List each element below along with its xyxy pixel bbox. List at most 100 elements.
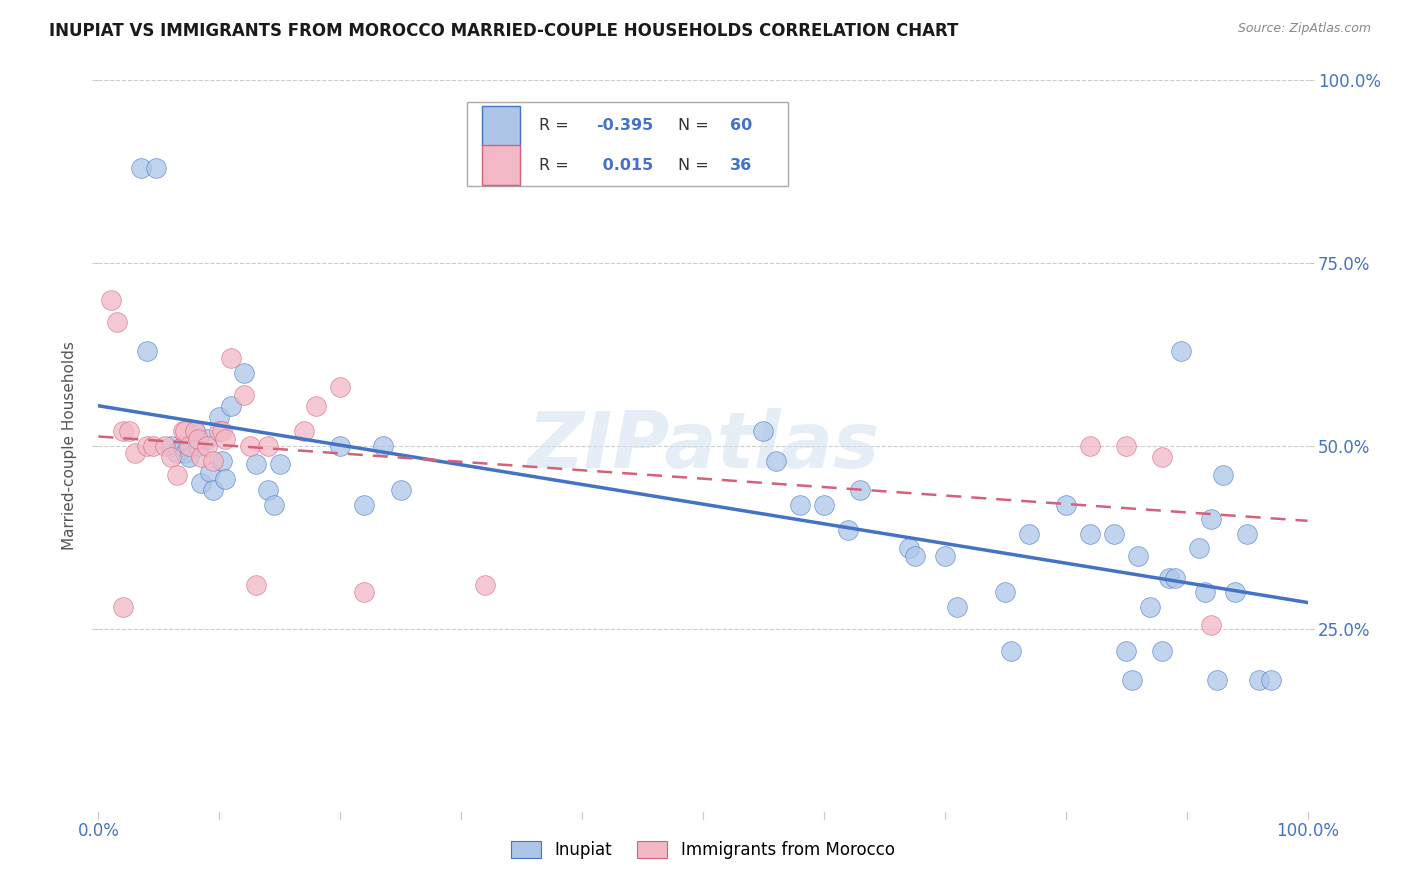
Point bbox=[1115, 644, 1137, 658]
Point bbox=[1199, 618, 1222, 632]
Point bbox=[1199, 512, 1222, 526]
Point bbox=[111, 599, 134, 614]
Point bbox=[837, 523, 859, 537]
Point bbox=[129, 161, 152, 175]
Point bbox=[353, 498, 375, 512]
Point bbox=[305, 399, 328, 413]
Text: 60: 60 bbox=[730, 119, 752, 133]
Point bbox=[897, 541, 920, 556]
Text: Source: ZipAtlas.com: Source: ZipAtlas.com bbox=[1237, 22, 1371, 36]
Point bbox=[202, 483, 225, 497]
Y-axis label: Married-couple Households: Married-couple Households bbox=[62, 342, 77, 550]
Point bbox=[179, 450, 201, 464]
Point bbox=[174, 446, 197, 460]
Point bbox=[135, 343, 157, 358]
Point bbox=[208, 425, 231, 439]
Point bbox=[789, 498, 811, 512]
Point bbox=[166, 468, 188, 483]
Text: R =: R = bbox=[538, 119, 574, 133]
Point bbox=[190, 475, 212, 490]
FancyBboxPatch shape bbox=[467, 103, 787, 186]
Text: R =: R = bbox=[538, 158, 574, 173]
Point bbox=[142, 439, 165, 453]
Point bbox=[105, 315, 128, 329]
Point bbox=[1054, 498, 1077, 512]
Point bbox=[135, 439, 157, 453]
Point bbox=[1139, 599, 1161, 614]
Text: INUPIAT VS IMMIGRANTS FROM MOROCCO MARRIED-COUPLE HOUSEHOLDS CORRELATION CHART: INUPIAT VS IMMIGRANTS FROM MOROCCO MARRI… bbox=[49, 22, 959, 40]
Point bbox=[124, 446, 146, 460]
Point bbox=[1170, 343, 1192, 358]
Point bbox=[1163, 571, 1185, 585]
Text: 36: 36 bbox=[730, 158, 752, 173]
Point bbox=[232, 366, 254, 380]
Point bbox=[1121, 673, 1143, 687]
Point bbox=[474, 578, 496, 592]
Point bbox=[994, 585, 1017, 599]
Point bbox=[1000, 644, 1022, 658]
Point bbox=[256, 439, 278, 453]
Point bbox=[1206, 673, 1229, 687]
Point bbox=[221, 399, 243, 413]
Point bbox=[371, 439, 394, 453]
Point bbox=[195, 439, 218, 453]
Point bbox=[245, 578, 267, 592]
Point bbox=[160, 439, 183, 453]
FancyBboxPatch shape bbox=[482, 105, 520, 146]
Text: N =: N = bbox=[678, 158, 713, 173]
Text: 0.015: 0.015 bbox=[596, 158, 652, 173]
Point bbox=[184, 425, 207, 439]
Point bbox=[214, 432, 236, 446]
Point bbox=[1078, 526, 1101, 541]
FancyBboxPatch shape bbox=[482, 145, 520, 186]
Point bbox=[329, 439, 352, 453]
Point bbox=[1152, 450, 1174, 464]
Point bbox=[934, 549, 956, 563]
Point bbox=[1102, 526, 1125, 541]
Point bbox=[1078, 439, 1101, 453]
Point bbox=[1194, 585, 1216, 599]
Point bbox=[211, 425, 233, 439]
Point bbox=[198, 465, 221, 479]
Point bbox=[160, 450, 183, 464]
Point bbox=[1236, 526, 1258, 541]
Point bbox=[239, 439, 262, 453]
Point bbox=[208, 409, 231, 424]
Point bbox=[190, 450, 212, 464]
Point bbox=[202, 453, 225, 467]
Point bbox=[353, 585, 375, 599]
Point bbox=[245, 457, 267, 471]
Point bbox=[145, 161, 167, 175]
Point bbox=[256, 483, 278, 497]
Point bbox=[1188, 541, 1211, 556]
Point bbox=[153, 439, 176, 453]
Point bbox=[329, 380, 352, 394]
Point bbox=[752, 425, 775, 439]
Point bbox=[1157, 571, 1180, 585]
Point bbox=[292, 425, 315, 439]
Point bbox=[172, 439, 194, 453]
Point bbox=[1223, 585, 1246, 599]
Point bbox=[214, 472, 236, 486]
Point bbox=[1018, 526, 1040, 541]
Point bbox=[187, 439, 209, 453]
Point bbox=[195, 432, 218, 446]
Point bbox=[1152, 644, 1174, 658]
Point bbox=[232, 388, 254, 402]
Point bbox=[172, 425, 194, 439]
Point bbox=[166, 446, 188, 460]
Point bbox=[849, 483, 872, 497]
Point bbox=[946, 599, 969, 614]
Point bbox=[187, 432, 209, 446]
Point bbox=[263, 498, 285, 512]
Point bbox=[1115, 439, 1137, 453]
Point bbox=[813, 498, 835, 512]
Point bbox=[1260, 673, 1282, 687]
Point bbox=[1249, 673, 1271, 687]
Point bbox=[174, 425, 197, 439]
Point bbox=[1128, 549, 1150, 563]
Point bbox=[211, 453, 233, 467]
Point bbox=[100, 293, 122, 307]
Legend: Inupiat, Immigrants from Morocco: Inupiat, Immigrants from Morocco bbox=[505, 834, 901, 865]
Point bbox=[184, 425, 207, 439]
